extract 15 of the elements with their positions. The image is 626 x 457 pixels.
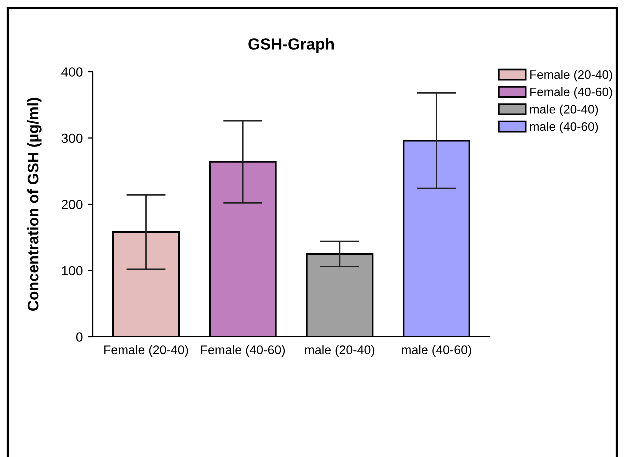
y-tick-label: 0 xyxy=(76,332,83,342)
chart-title: GSH-Graph xyxy=(248,38,334,54)
y-tick-label: 400 xyxy=(62,68,83,77)
legend-label: male (20-40) xyxy=(530,104,598,116)
legend-label: Female (40-60) xyxy=(530,88,612,99)
legend-label: Female (20-40) xyxy=(530,70,612,82)
x-tick-label: male (40-60) xyxy=(402,345,472,357)
y-tick-label: 200 xyxy=(62,200,83,210)
y-axis-title: Concentration of GSH (µg/ml) xyxy=(28,98,42,311)
y-tick-label: 100 xyxy=(62,266,83,276)
x-tick-label: male (20-40) xyxy=(305,345,375,357)
y-tick-label: 300 xyxy=(62,134,83,144)
legend-label: male (40-60) xyxy=(530,122,598,134)
x-tick-label: Female (40-60) xyxy=(201,345,286,357)
x-tick-label: Female (20-40) xyxy=(104,345,188,357)
